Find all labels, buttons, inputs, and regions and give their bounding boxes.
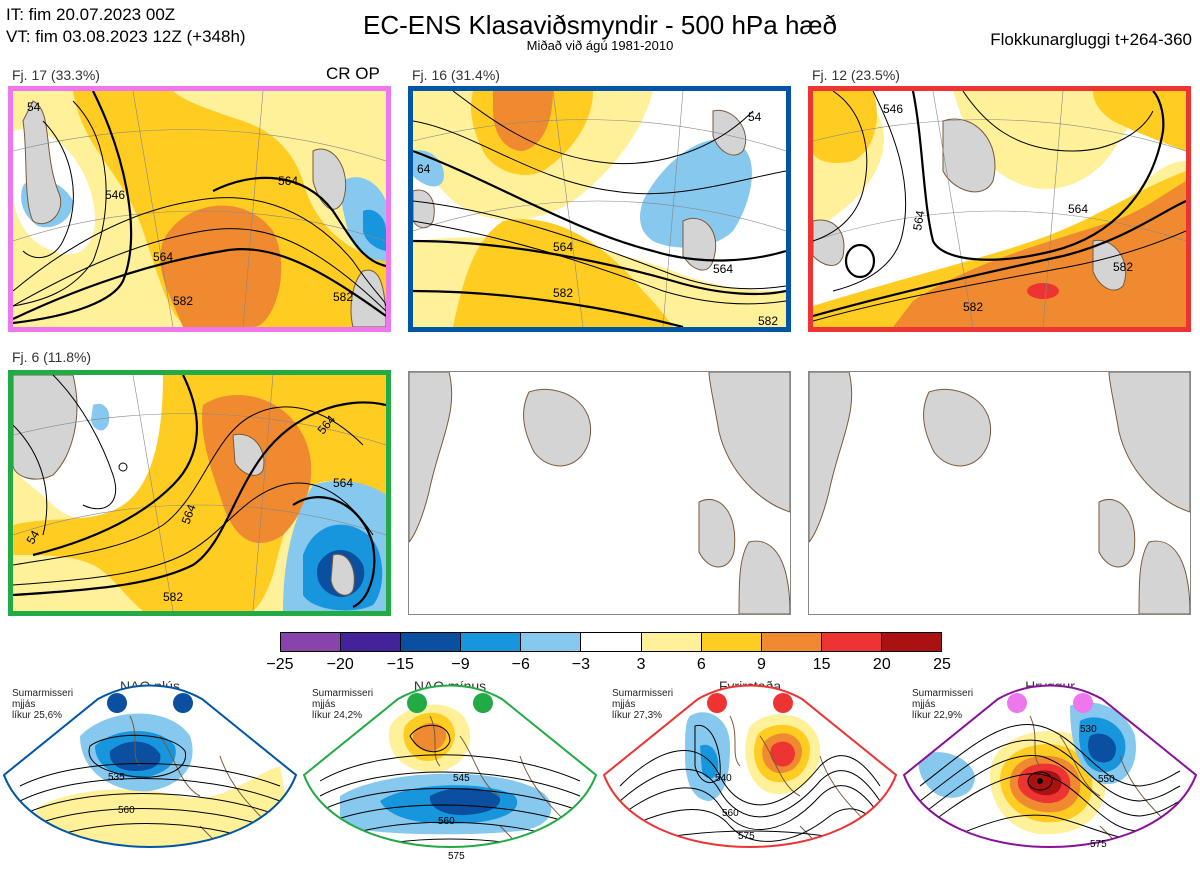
colorbar-segment (401, 633, 462, 651)
regime-season: Sumarmisseri (12, 688, 74, 699)
cluster-label-12: Fj. 12 (23.5%) (812, 67, 900, 83)
contour-label: 564 (910, 209, 927, 231)
contour-label: 582 (173, 294, 193, 308)
page-title: EC-ENS Klasaviðsmyndir - 500 hPa hæð (363, 10, 837, 40)
contour-label: 560 (118, 805, 135, 816)
contour-label: 540 (715, 773, 732, 784)
contour-label: 550 (1098, 774, 1115, 785)
contour-label: 564 (333, 476, 353, 490)
empty-map-2 (808, 371, 1191, 615)
contour-label: 546 (105, 188, 125, 202)
cluster-map-6: 564 564 564 582 54 (8, 370, 391, 616)
contour-label: 54 (23, 528, 42, 547)
regime-nao-plus: Sumarmisseri mjjás líkur 25,6% NAO plús (0, 676, 300, 871)
regime-probability: líkur 27,3% (612, 710, 663, 721)
colorbar-segment (461, 633, 522, 651)
regime-info: Sumarmisseri mjjás líkur 25,6% (12, 688, 73, 721)
contour-label: 564 (713, 262, 733, 276)
regime-months: mjjás (912, 699, 936, 710)
cr-op-tag: CR OP (326, 64, 380, 83)
regime-months: mjjás (312, 699, 336, 710)
contour-label: 560 (438, 816, 455, 827)
cluster-map-16: 564 564 582 582 54 64 (408, 86, 791, 332)
colorbar-tick: −20 (326, 656, 354, 673)
regime-nao-minus: Sumarmisseri mjjás líkur 24,2% NAO mínus (300, 676, 600, 871)
contour-label: 582 (1113, 260, 1133, 274)
regime-info: Sumarmisseri mjjás líkur 24,2% (312, 688, 373, 721)
colorbar-tick: −15 (386, 656, 414, 673)
cluster-map-12: 546 564 564 582 582 (808, 86, 1191, 332)
colorbar-tick: 20 (872, 656, 891, 673)
colorbar-tick: −3 (571, 656, 591, 673)
colorbar-segment (281, 633, 342, 651)
contour-label: 564 (179, 502, 199, 526)
colorbar-segment (701, 633, 762, 651)
contour-label: 575 (738, 831, 755, 842)
colorbar-tick: 15 (812, 656, 831, 673)
contour-label: 546 (883, 102, 903, 116)
colorbar-segment (881, 633, 942, 651)
contour-label: 582 (963, 300, 983, 314)
regime-months: mjjás (612, 699, 636, 710)
colorbar-segment (521, 633, 582, 651)
colorbar-tick: 6 (696, 656, 706, 673)
regime-probability: líkur 24,2% (312, 710, 363, 721)
contour-label: 54 (27, 100, 41, 114)
colorbar-segment (581, 633, 642, 651)
contour-label: 64 (417, 162, 431, 176)
contour-label: 564 (1068, 202, 1088, 216)
colorbar-tick: −9 (451, 656, 470, 673)
regime-season: Sumarmisseri (612, 688, 674, 699)
colorbar-segment (761, 633, 822, 651)
cluster-window: Flokkunargluggi t+264-360 (990, 30, 1192, 49)
contour-label: 535 (108, 772, 125, 783)
regime-season: Sumarmisseri (312, 688, 374, 699)
contour-label: 560 (722, 808, 739, 819)
colorbar-tick: −25 (266, 656, 294, 673)
colorbar-tick: 3 (636, 656, 646, 673)
contour-label: 564 (553, 240, 573, 254)
valid-time: VT: fim 03.08.2023 12Z (+348h) (6, 27, 246, 46)
colorbar-tick: 9 (757, 656, 766, 673)
cluster-label-16: Fj. 16 (31.4%) (412, 67, 500, 83)
page-subtitle: Miðað við ágú 1981-2010 (526, 38, 674, 53)
initial-time: IT: fim 20.07.2023 00Z (6, 5, 176, 24)
regime-probability: líkur 25,6% (12, 710, 63, 721)
cluster-map-17: 564 582 582 564 546 54 (8, 86, 391, 332)
contour-label: 575 (1090, 839, 1107, 850)
colorbar-segment (821, 633, 882, 651)
contour-label: 582 (163, 590, 183, 604)
regime-blocking: Sumarmisseri mjjás líkur 27,3% Fyrirstað… (600, 676, 900, 871)
contour-label: 582 (553, 286, 573, 300)
regime-ridge: Sumarmisseri mjjás líkur 22,9% Hryggur (900, 676, 1200, 871)
colorbar-segment (641, 633, 702, 651)
contour-label: 54 (748, 110, 762, 124)
regime-months: mjjás (12, 699, 36, 710)
contour-label: 582 (758, 314, 778, 327)
regime-season: Sumarmisseri (912, 688, 974, 699)
cluster-label-6: Fj. 6 (11.8%) (12, 349, 92, 365)
colorbar (280, 632, 942, 652)
empty-map-1 (408, 371, 791, 615)
contour-label: 545 (453, 773, 470, 784)
regime-probability: líkur 22,9% (912, 710, 963, 721)
contour-label: 582 (333, 290, 353, 304)
contour-label: 564 (153, 250, 173, 264)
contour-label: 564 (278, 174, 298, 188)
date-info: IT: fim 20.07.2023 00Z VT: fim 03.08.202… (6, 4, 246, 48)
regime-info: Sumarmisseri mjjás líkur 22,9% (912, 688, 973, 721)
colorbar-tick: −6 (511, 656, 530, 673)
contour-label: 575 (448, 851, 465, 862)
colorbar-tick: 25 (933, 656, 951, 673)
contour-label: 530 (1080, 724, 1097, 735)
cluster-label-17: Fj. 17 (33.3%) (12, 67, 100, 83)
regime-info: Sumarmisseri mjjás líkur 27,3% (612, 688, 673, 721)
colorbar-segment (341, 633, 402, 651)
